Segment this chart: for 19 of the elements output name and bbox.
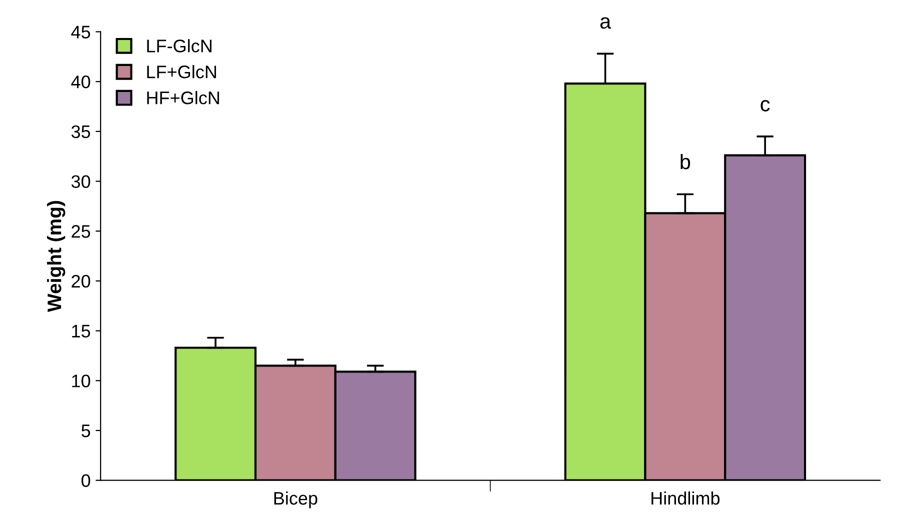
legend-label: HF+GlcN: [147, 91, 219, 104]
annotation: c: [760, 100, 770, 112]
legend-label: LF+GlcN: [147, 65, 216, 78]
y-tick-label: 15: [72, 324, 90, 338]
y-axis-title: Weight (mg): [47, 201, 66, 312]
y-tick-label: 35: [71, 125, 90, 138]
y-tick-label: 45: [71, 26, 90, 38]
y-tick-label: 20: [72, 274, 90, 288]
text: a: [600, 17, 612, 29]
y-tick-label: 5: [82, 424, 90, 438]
y-tick-label: 30: [71, 175, 90, 188]
legend-label: LF-GlcN: [147, 39, 212, 52]
y-tick-label: 10: [72, 374, 90, 388]
y-tick-label: 40: [71, 76, 90, 88]
x-tick-label: Hindlimb: [652, 491, 720, 505]
x-tick-label: Bicep: [274, 491, 318, 508]
annotation: b: [680, 154, 690, 170]
y-tick-label: 0: [82, 474, 90, 488]
y-tick-label: 25: [72, 225, 90, 238]
